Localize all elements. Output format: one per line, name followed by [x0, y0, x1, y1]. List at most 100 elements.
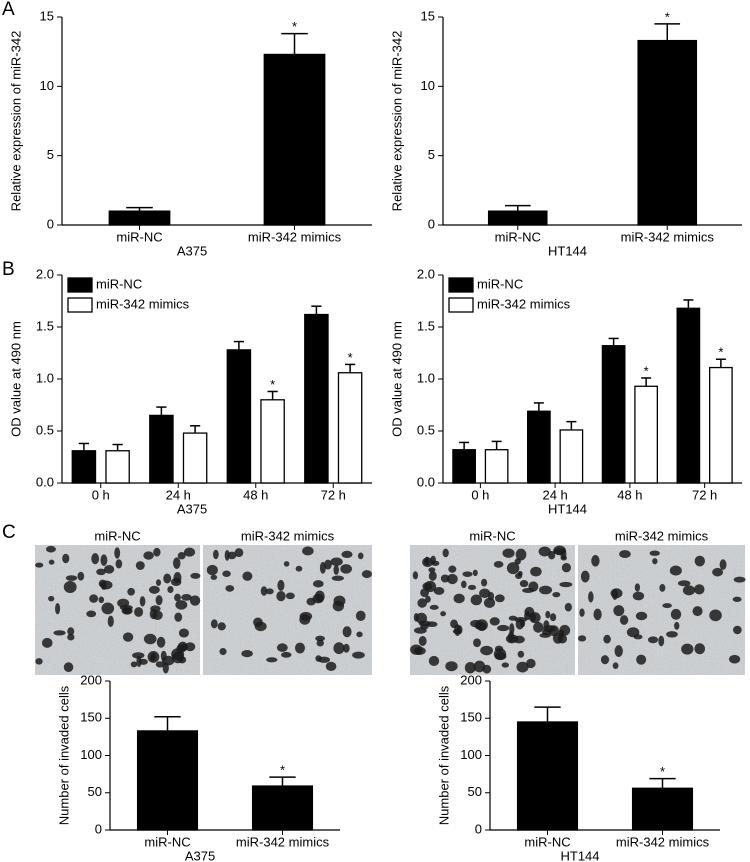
- error-bar: [534, 706, 561, 722]
- y-tick-label: 15: [421, 8, 435, 23]
- cell: [552, 592, 561, 598]
- bar: [634, 385, 658, 484]
- cell: [147, 650, 160, 663]
- cell: [219, 647, 227, 656]
- error-bar: [504, 204, 531, 212]
- cell: [603, 634, 611, 644]
- bar: [637, 39, 698, 226]
- cell: [222, 570, 231, 577]
- cell: [266, 657, 278, 663]
- cell: [429, 604, 439, 610]
- cell: [417, 598, 427, 608]
- cell: [666, 631, 678, 638]
- cell: [506, 562, 520, 575]
- cell: [649, 550, 660, 556]
- legend-label: miR-NC: [96, 276, 142, 291]
- cell: [635, 611, 648, 621]
- error-bar: [233, 340, 245, 350]
- cell: [48, 595, 55, 602]
- cell: [276, 590, 286, 602]
- cell: [115, 559, 123, 569]
- y-tick-label: 50: [88, 784, 102, 799]
- cell: [519, 580, 529, 588]
- cell: [122, 632, 134, 642]
- cell: [299, 614, 311, 625]
- cell: [67, 627, 75, 636]
- cell: [509, 623, 515, 635]
- micrograph-label: miR-342 mimics: [615, 528, 709, 543]
- cell: [210, 619, 218, 629]
- cell: [148, 585, 160, 594]
- legend-swatch: [67, 297, 93, 313]
- cell: [501, 662, 510, 668]
- error-bar: [649, 777, 676, 789]
- significance-mark: *: [644, 363, 649, 378]
- cell: [325, 661, 337, 671]
- y-tick-label: 1.0: [417, 370, 435, 385]
- cell: [100, 554, 108, 566]
- micrograph-label: miR-342 mimics: [241, 528, 335, 543]
- cell: [127, 587, 135, 596]
- y-tick-label: 0: [95, 821, 102, 836]
- cell: [674, 621, 680, 630]
- cell: [152, 610, 163, 620]
- cell: [549, 613, 557, 622]
- micrograph: [203, 545, 373, 675]
- x-tick-label: miR-342 mimics: [248, 229, 342, 244]
- cell: [539, 632, 551, 638]
- bar: [136, 730, 199, 831]
- cell: [626, 627, 640, 638]
- cell: [176, 644, 184, 655]
- bar: [337, 372, 363, 484]
- cell: [494, 594, 505, 603]
- cell: [156, 636, 166, 648]
- y-tick-label: 50: [468, 784, 482, 799]
- cell: [190, 572, 201, 579]
- cell: [103, 564, 115, 574]
- cell: [67, 633, 75, 641]
- error-bar: [683, 299, 694, 309]
- cell: [143, 633, 157, 645]
- cell: [681, 643, 694, 655]
- significance-mark: *: [718, 345, 723, 360]
- x-axis-label: HT144: [548, 501, 587, 516]
- cell: [224, 549, 230, 561]
- x-tick-label: miR-342 mimics: [236, 834, 330, 849]
- cell: [418, 620, 431, 627]
- cell: [136, 655, 142, 668]
- bar: [516, 721, 579, 831]
- cell: [174, 593, 181, 602]
- cell: [538, 546, 551, 557]
- cell: [332, 600, 345, 612]
- cell: [333, 642, 345, 655]
- cell: [670, 608, 682, 620]
- cell: [130, 661, 138, 668]
- cell: [184, 642, 196, 652]
- cell: [539, 585, 553, 595]
- cell: [357, 552, 364, 560]
- error-bar: [459, 441, 470, 450]
- cell: [513, 635, 525, 644]
- cell: [464, 661, 476, 674]
- cell: [183, 547, 196, 557]
- bar: [149, 414, 174, 484]
- bar: [487, 210, 548, 226]
- cell: [170, 577, 182, 587]
- error-bar: [126, 206, 153, 212]
- cell: [96, 568, 106, 576]
- cell: [324, 559, 332, 570]
- cell: [173, 557, 181, 569]
- y-axis-label: Number of invaded cells: [436, 685, 451, 825]
- legend-label: miR-NC: [477, 276, 523, 291]
- bar: [71, 450, 97, 484]
- cell: [634, 583, 641, 592]
- cell: [155, 595, 163, 606]
- cell: [692, 606, 703, 617]
- cell: [579, 608, 585, 617]
- error-bar: [608, 337, 619, 346]
- cell: [132, 652, 145, 659]
- cell: [55, 602, 61, 615]
- cell: [77, 571, 85, 581]
- cell: [35, 562, 44, 568]
- legend-swatch: [448, 277, 474, 293]
